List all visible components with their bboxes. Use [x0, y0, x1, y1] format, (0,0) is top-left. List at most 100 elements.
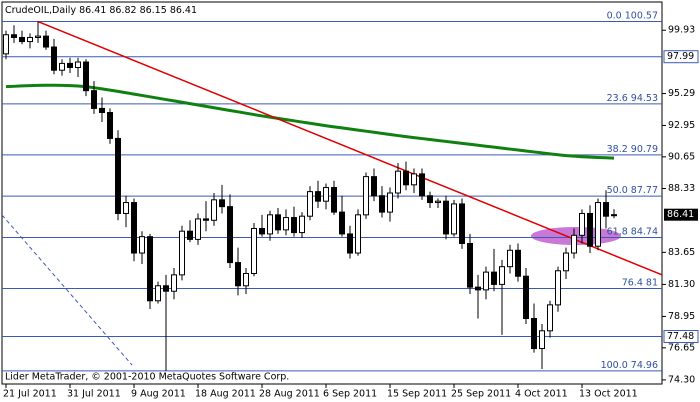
fib-ratio: 61.8 [607, 226, 628, 237]
candle-body [483, 271, 489, 291]
x-tick-label: 9 Aug 2011 [131, 389, 186, 400]
candle-body [419, 173, 425, 197]
candle-body [339, 211, 345, 235]
fib-price: 87.77 [631, 185, 658, 196]
candle-body [299, 215, 305, 234]
candle-body [403, 170, 409, 186]
candle-body [179, 230, 185, 276]
candle-body [451, 203, 457, 235]
candle-body [475, 286, 481, 291]
candle-body [323, 187, 329, 202]
candle-body [163, 285, 169, 292]
candle-body [363, 176, 369, 216]
x-tick-label: 4 Oct 2011 [515, 389, 568, 400]
fib-price: 94.53 [631, 92, 658, 103]
candle-body [91, 90, 97, 109]
y-tick-label: 88.33 [668, 183, 695, 194]
candle-body [291, 217, 297, 234]
candle-body [387, 192, 393, 213]
candle-body [491, 271, 497, 285]
candle-body [315, 191, 321, 202]
candle-body [171, 274, 177, 292]
fib-ratio: 23.6 [607, 92, 628, 103]
candle-body [555, 270, 561, 306]
candle-body [595, 202, 601, 247]
fib-ratio: 100.0 [601, 359, 628, 370]
current-price-box [664, 208, 698, 221]
candle-body [19, 36, 25, 43]
y-tick-label: 78.95 [668, 311, 695, 322]
candle-body [563, 252, 569, 272]
candle-body [219, 199, 225, 208]
candle-body [379, 195, 385, 213]
title-close: 86.41 [170, 5, 197, 16]
candle-body [459, 203, 465, 244]
y-tick-label: 90.65 [668, 151, 695, 162]
candle-body [115, 137, 121, 214]
chart-layer: 99.93 95.29 92.95 90.65 88.33 83.65 81.30 78.95… [2, 10, 699, 400]
candle-body [259, 227, 265, 235]
candle-body [107, 112, 113, 139]
candle-body [3, 34, 9, 55]
fib-price: 90.79 [631, 143, 658, 154]
moving-average [5, 83, 615, 160]
fib-label: 100.0 74.96 [601, 359, 658, 370]
candle-body [243, 272, 249, 287]
candle-body [603, 202, 609, 217]
y-tick-label: 81.30 [668, 279, 695, 290]
candle-body [43, 35, 49, 48]
y-tick-label: 74.30 [668, 374, 695, 385]
candle-body [203, 218, 209, 221]
y-tick-label: 99.93 [668, 25, 695, 36]
candle-body [211, 199, 217, 221]
title-symbol: CrudeOIL,Daily [5, 5, 76, 16]
candle-body [131, 202, 137, 254]
candle-body [331, 187, 337, 213]
x-tick-label: 13 Oct 2011 [579, 389, 638, 400]
fib-label: 61.8 84.74 [607, 226, 658, 237]
candle-body [283, 217, 289, 231]
candle-body [155, 285, 161, 302]
candle-body [51, 46, 57, 71]
price-box [663, 50, 699, 64]
x-tick-label: 21 Jul 2011 [3, 389, 57, 400]
candle-body [75, 61, 81, 68]
price-line-label: 97.99 [667, 51, 694, 62]
candle-body [307, 191, 313, 217]
candle-body [235, 262, 241, 287]
candle-body [27, 36, 33, 43]
current-price-label: 86.41 [667, 209, 694, 220]
x-tick-label: 15 Sep 2011 [387, 389, 447, 400]
fib-label: 50.0 87.77 [607, 185, 658, 196]
candle-body [59, 62, 65, 71]
candle-body [515, 249, 521, 277]
price-line-label: 77.48 [667, 331, 694, 342]
candle-body [251, 227, 257, 274]
candle-body [467, 242, 473, 288]
y-tick-label: 83.65 [668, 247, 695, 258]
candle-body [347, 233, 353, 254]
candle-body [531, 318, 537, 350]
footer: Lider MetaTrader, © 2001-2010 MetaQuotes… [5, 372, 289, 383]
fib-price: 84.74 [631, 226, 658, 237]
fib-ratio: 0.0 [607, 10, 622, 21]
x-tick-label: 31 Jul 2011 [67, 389, 121, 400]
x-tick-label: 28 Aug 2011 [259, 389, 320, 400]
fib-ratio: 76.4 [622, 277, 643, 288]
candle-body [579, 212, 585, 236]
fib-label: 23.6 94.53 [607, 92, 658, 103]
y-tick-label: 95.29 [668, 88, 695, 99]
candle-body [147, 236, 153, 302]
candle-body [499, 266, 505, 285]
candle-body [195, 218, 201, 240]
fib-ratio: 50.0 [607, 185, 628, 196]
candle-body [547, 304, 553, 332]
fib-price: 100.57 [625, 10, 658, 21]
candle-body [67, 62, 73, 68]
price-box [663, 330, 699, 344]
fib-label: 38.2 90.79 [607, 143, 658, 154]
candle-body [35, 35, 41, 38]
candle-body [267, 214, 273, 235]
candle-body [523, 275, 529, 320]
candle-body [571, 234, 577, 254]
